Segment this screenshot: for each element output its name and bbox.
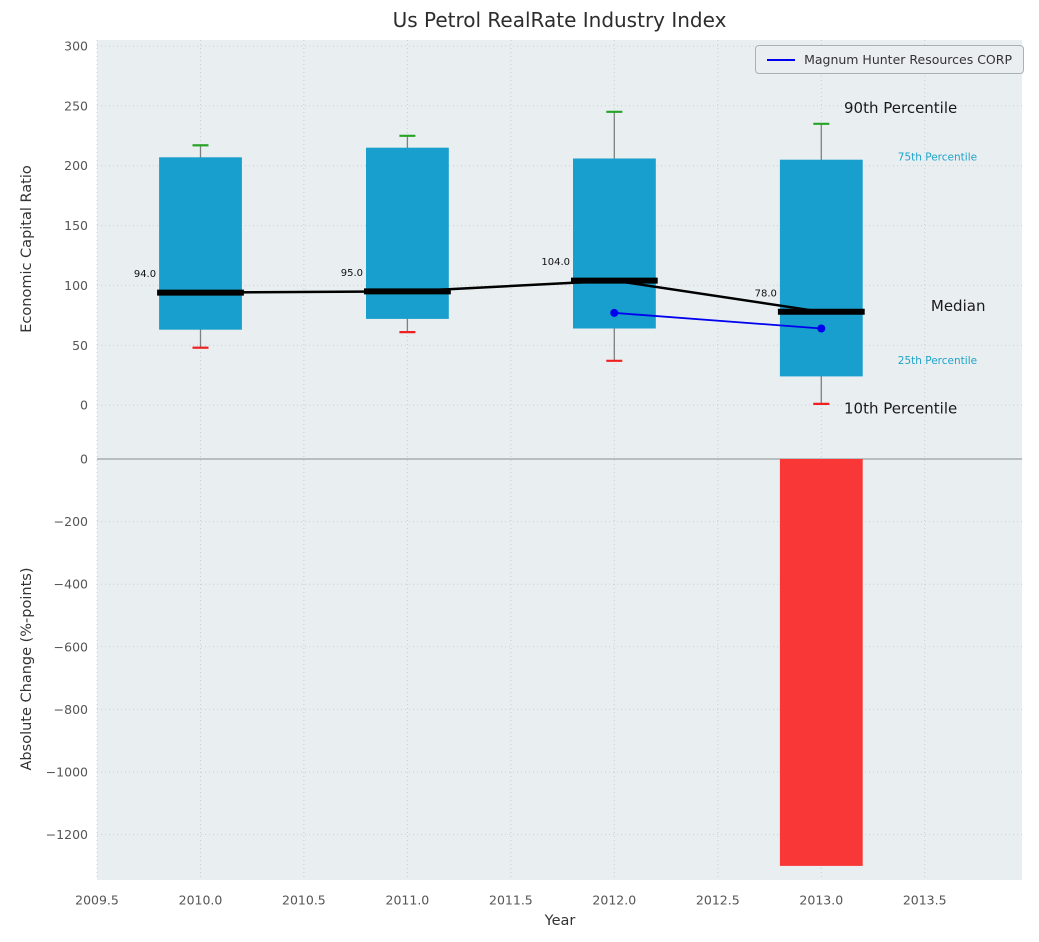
y-tick-label: −600	[54, 639, 88, 654]
y-tick-label: 0	[80, 398, 88, 413]
negative-change-bar	[779, 459, 863, 866]
chart-title: Us Petrol RealRate Industry Index	[392, 8, 727, 32]
axes-background	[97, 40, 1022, 880]
percentile-annotation: 10th Percentile	[844, 400, 957, 418]
y-tick-label: 250	[64, 98, 88, 113]
y-tick-label: 100	[64, 278, 88, 293]
top-y-axis-label: Economic Capital Ratio	[19, 165, 35, 333]
y-tick-label: −200	[54, 514, 88, 529]
x-tick-label: 2012.5	[696, 893, 740, 908]
x-tick-label: 2009.5	[75, 893, 119, 908]
legend-label: Magnum Hunter Resources CORP	[804, 52, 1012, 67]
y-tick-label: −1000	[46, 765, 88, 780]
median-value-label: 95.0	[341, 268, 363, 279]
x-axis-label: Year	[544, 913, 576, 929]
x-tick-label: 2013.5	[903, 893, 947, 908]
percentile-annotation: Median	[931, 297, 986, 315]
company-marker	[817, 324, 826, 333]
percentile-box	[779, 159, 863, 377]
x-tick-label: 2012.0	[592, 893, 636, 908]
y-tick-label: −1200	[46, 827, 88, 842]
x-tick-label: 2010.0	[179, 893, 223, 908]
company-marker	[610, 308, 619, 317]
median-value-label: 94.0	[134, 269, 156, 280]
x-tick-label: 2011.5	[489, 893, 533, 908]
y-tick-label: 0	[80, 452, 88, 467]
x-tick-label: 2011.0	[386, 893, 430, 908]
legend-line-sample	[767, 58, 796, 61]
company-line	[614, 312, 822, 330]
median-value-label: 78.0	[755, 288, 777, 299]
y-tick-label: 200	[64, 158, 88, 173]
x-tick-label: 2013.0	[799, 893, 843, 908]
bottom-y-axis-label: Absolute Change (%-points)	[19, 567, 35, 771]
median-value-label: 104.0	[541, 257, 570, 268]
y-tick-label: 150	[64, 218, 88, 233]
y-tick-label: −400	[54, 577, 88, 592]
y-tick-label: 300	[64, 39, 88, 54]
percentile-annotation: 90th Percentile	[844, 99, 957, 117]
median-trend-line	[200, 279, 822, 314]
percentile-box	[573, 158, 656, 329]
percentile-annotation: 75th Percentile	[898, 151, 977, 163]
y-tick-label: 50	[72, 338, 88, 353]
y-tick-label: −800	[54, 702, 88, 717]
percentile-box	[159, 157, 242, 330]
x-tick-label: 2010.5	[282, 893, 326, 908]
legend: Magnum Hunter Resources CORP	[755, 45, 1024, 74]
percentile-annotation: 25th Percentile	[898, 355, 977, 367]
